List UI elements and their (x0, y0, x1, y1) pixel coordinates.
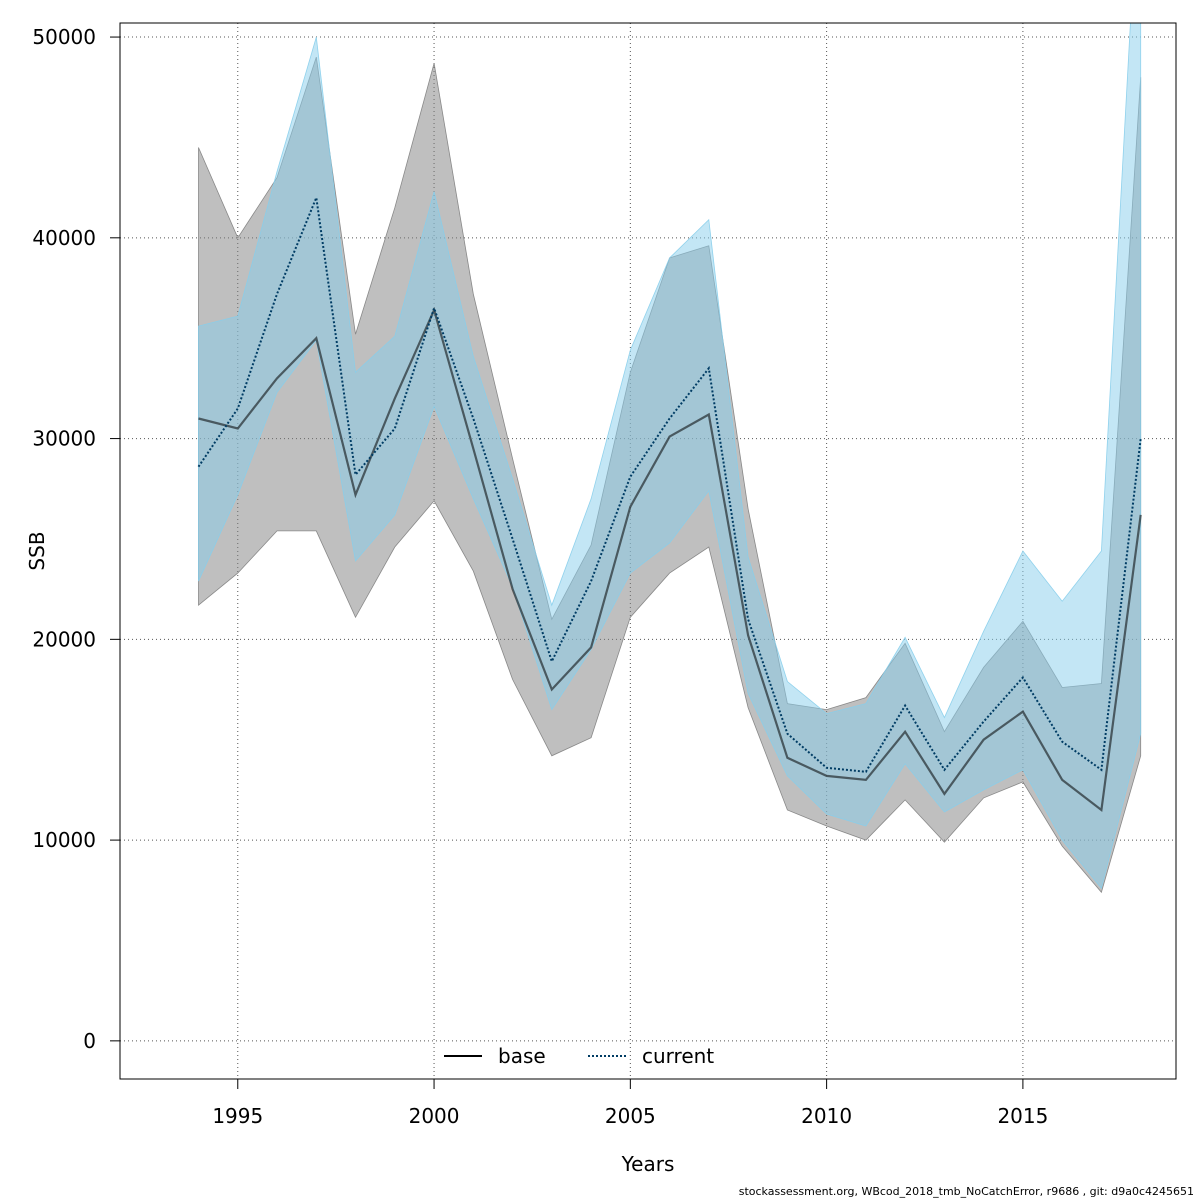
legend-label-base: base (498, 1044, 546, 1068)
x-tick-label: 2015 (997, 1104, 1048, 1128)
y-axis-title: SSB (25, 531, 49, 570)
y-tick-label: 40000 (32, 226, 96, 250)
band-current (198, 23, 1142, 890)
legend: base current (444, 1044, 714, 1068)
x-tick-label: 2005 (605, 1104, 656, 1128)
y-tick-label: 30000 (32, 427, 96, 451)
x-tick-label: 2000 (409, 1104, 460, 1128)
y-tick-label: 50000 (32, 25, 96, 49)
plot-frame (119, 22, 1177, 1080)
line-current (197, 193, 1142, 773)
y-tick-label: 20000 (32, 627, 96, 651)
y-tick-label: 0 (83, 1029, 96, 1053)
confidence-bands (198, 23, 1142, 894)
x-axis-title: Years (621, 1152, 675, 1176)
series-lines (197, 193, 1142, 813)
legend-label-current: current (642, 1044, 714, 1068)
x-tick-label: 1995 (212, 1104, 263, 1128)
footer-note: stockassessment.org, WBcod_2018_tmb_NoCa… (738, 1185, 1194, 1198)
x-tick-label: 2010 (801, 1104, 852, 1128)
axes: 1995 2000 2005 2010 2015 0 10000 20000 30000 4000… (32, 25, 1048, 1128)
line-base (198, 306, 1142, 813)
y-tick-label: 10000 (32, 828, 96, 852)
